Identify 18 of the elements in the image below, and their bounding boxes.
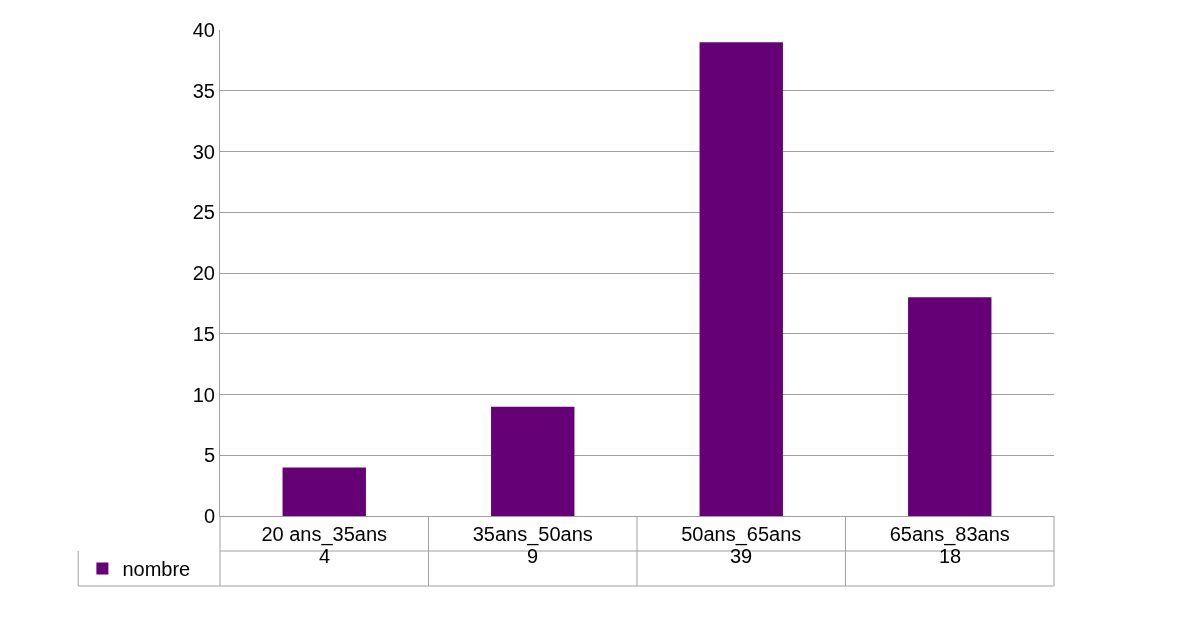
y-tick-label: 20 (192, 262, 215, 284)
y-tick-label: 40 (192, 19, 215, 41)
legend-label: nombre (122, 558, 191, 581)
data-label: 9 (527, 545, 539, 567)
y-tick-label: 15 (192, 322, 215, 345)
y-tick-label: 5 (203, 444, 215, 467)
data-label: 18 (939, 545, 962, 567)
data-label: 4 (319, 545, 331, 567)
x-tick-label: 35ans_50ans (472, 523, 593, 546)
y-tick-label: 35 (192, 79, 215, 102)
y-tick-label: 25 (192, 201, 215, 224)
y-tick-label: 30 (192, 140, 215, 163)
x-tick-label: 65ans_83ans (889, 523, 1010, 546)
y-tick-label: 10 (192, 383, 215, 406)
x-tick-label: 20 ans_35ans (261, 523, 388, 546)
x-tick-label: 50ans_65ans (681, 523, 802, 546)
data-label: 39 (730, 545, 753, 567)
y-tick-label: 0 (203, 505, 215, 527)
